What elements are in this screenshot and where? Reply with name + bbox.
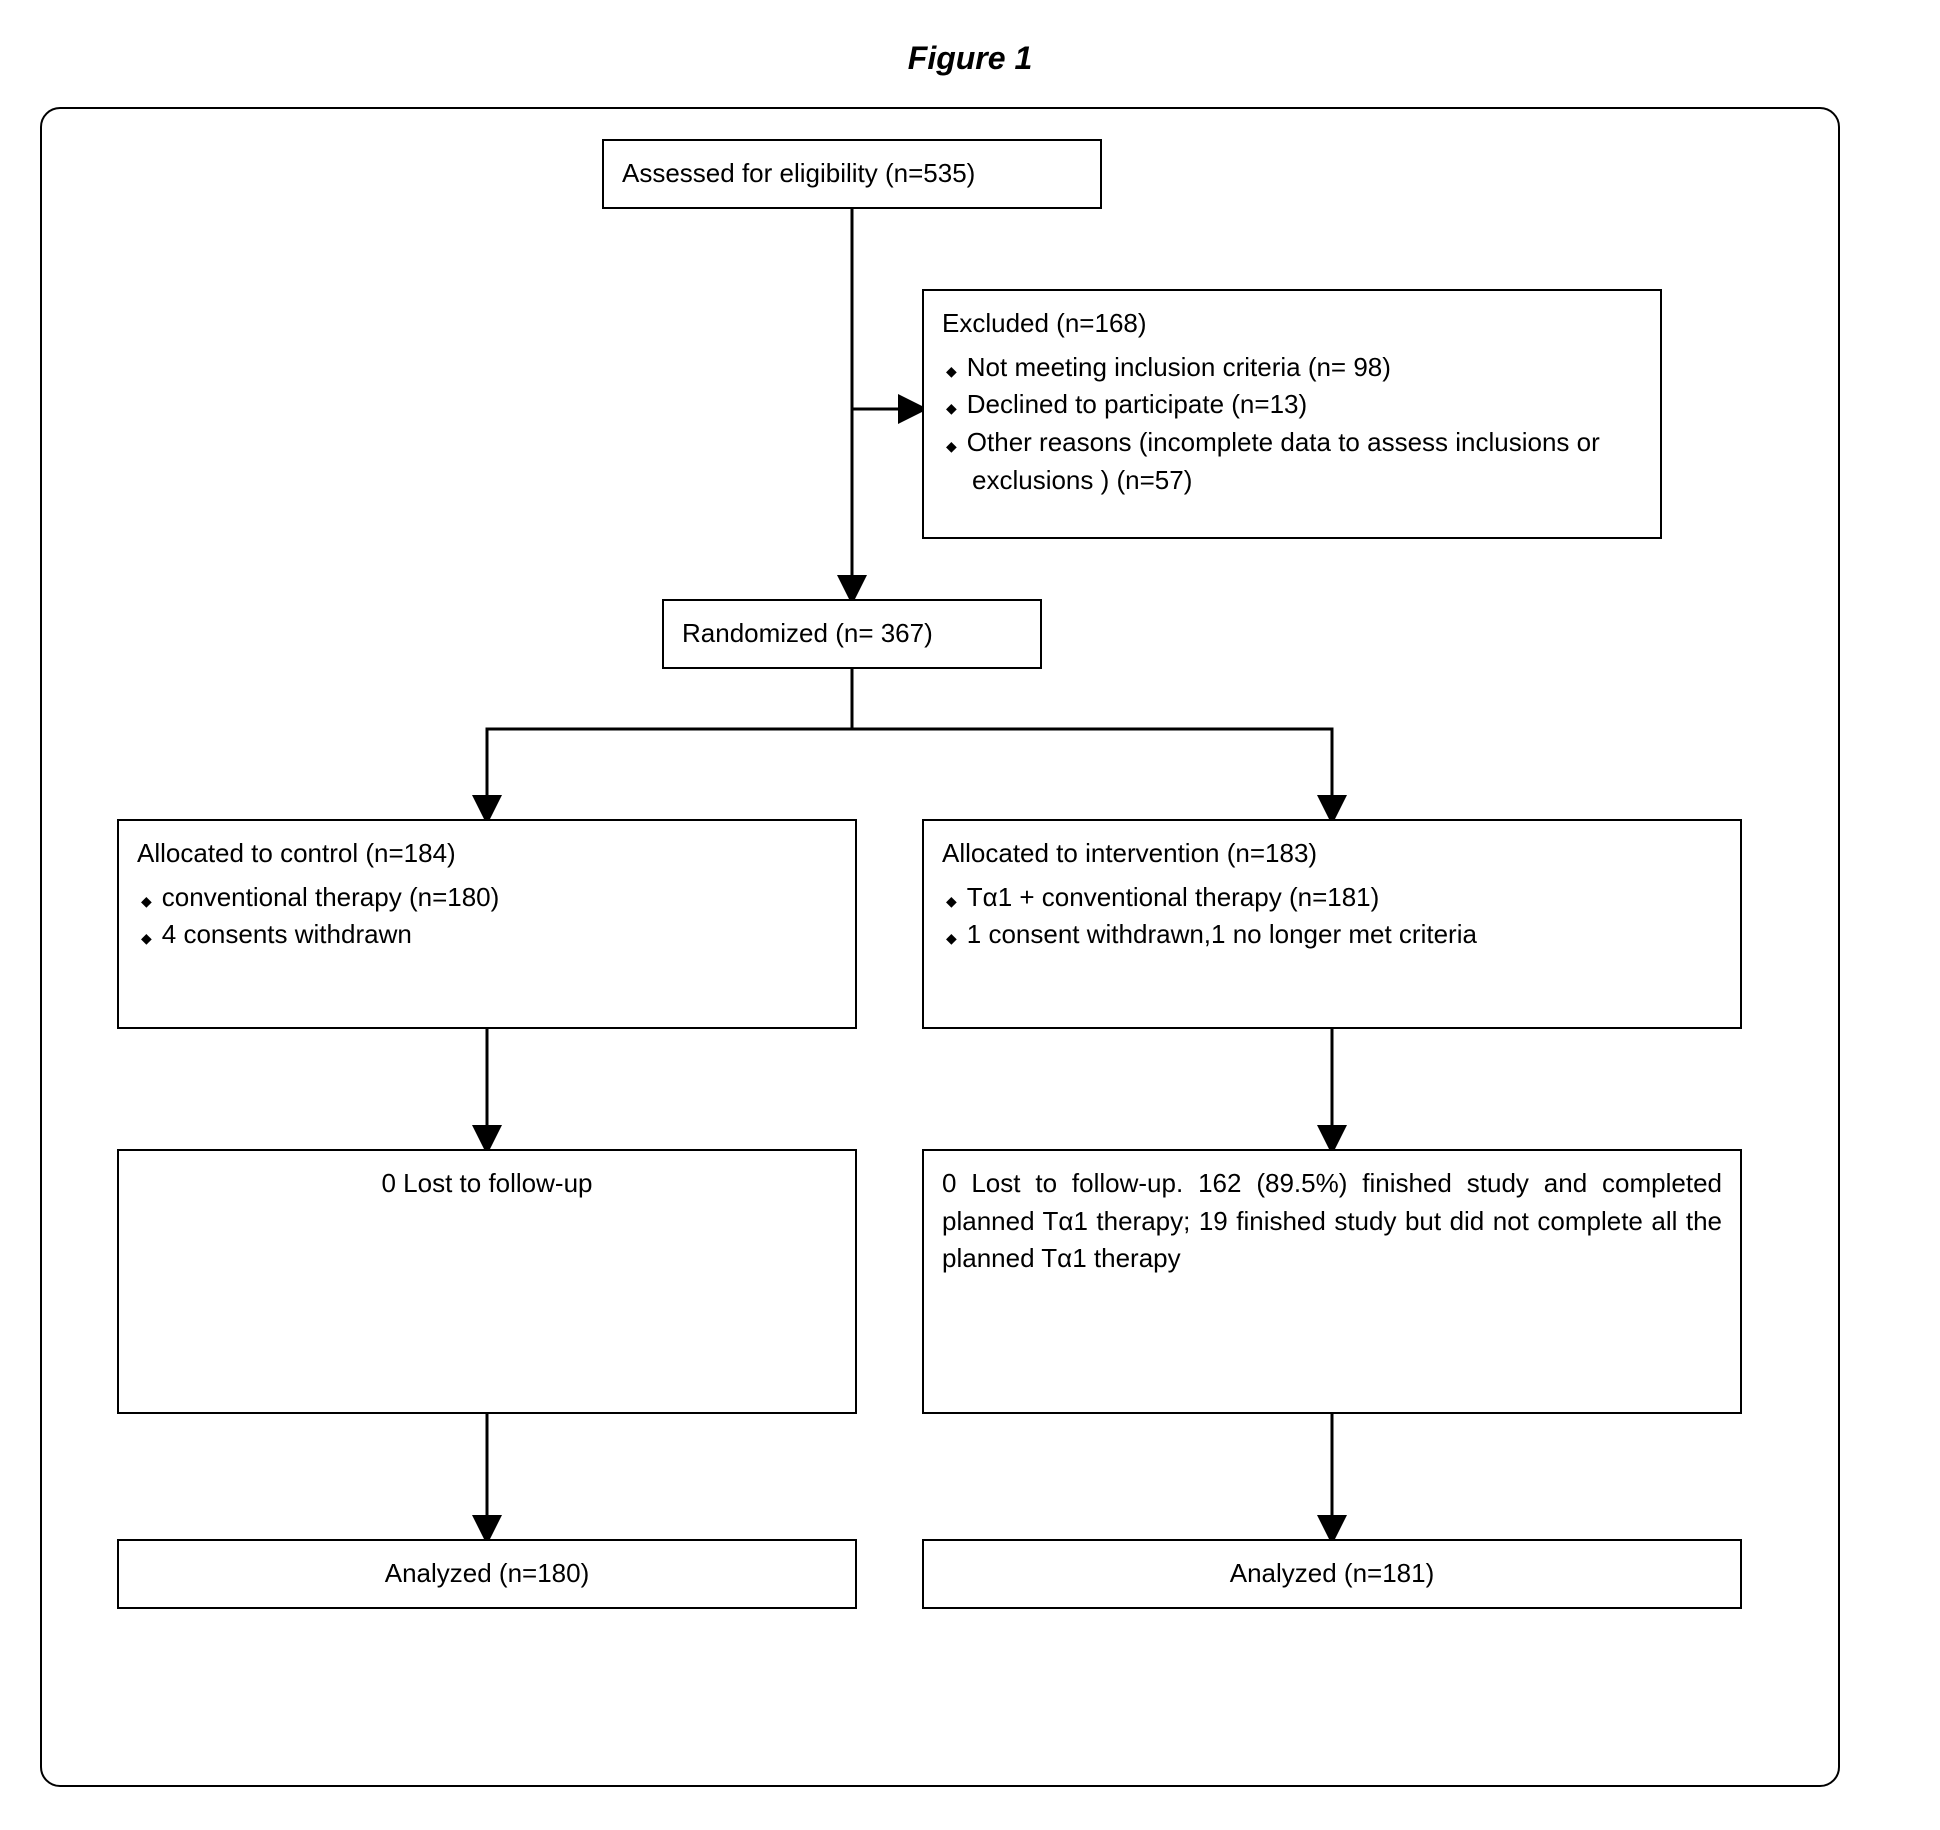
node-allocated-intervention: Allocated to intervention (n=183) Tα1 + …: [922, 819, 1742, 1029]
node-assessed: Assessed for eligibility (n=535): [602, 139, 1102, 209]
node-allocated-intervention-bullets: Tα1 + conventional therapy (n=181) 1 con…: [942, 879, 1722, 954]
node-analyzed-intervention: Analyzed (n=181): [922, 1539, 1742, 1609]
node-excluded-title: Excluded (n=168): [942, 305, 1642, 343]
node-lost-control: 0 Lost to follow-up: [117, 1149, 857, 1414]
list-item: 4 consents withdrawn: [167, 916, 837, 954]
node-allocated-control-title: Allocated to control (n=184): [137, 835, 837, 873]
node-analyzed-control-text: Analyzed (n=180): [385, 1558, 590, 1588]
node-lost-control-text: 0 Lost to follow-up: [137, 1165, 837, 1203]
node-allocated-control-bullets: conventional therapy (n=180) 4 consents …: [137, 879, 837, 954]
node-randomized: Randomized (n= 367): [662, 599, 1042, 669]
node-excluded-bullets: Not meeting inclusion criteria (n= 98) D…: [942, 349, 1642, 500]
figure-title: Figure 1: [40, 40, 1900, 77]
node-allocated-intervention-title: Allocated to intervention (n=183): [942, 835, 1722, 873]
node-analyzed-intervention-text: Analyzed (n=181): [1230, 1558, 1435, 1588]
node-allocated-control: Allocated to control (n=184) conventiona…: [117, 819, 857, 1029]
list-item: Tα1 + conventional therapy (n=181): [972, 879, 1722, 917]
list-item: Declined to participate (n=13): [972, 386, 1642, 424]
node-excluded: Excluded (n=168) Not meeting inclusion c…: [922, 289, 1662, 539]
list-item: Not meeting inclusion criteria (n= 98): [972, 349, 1642, 387]
node-randomized-text: Randomized (n= 367): [682, 618, 933, 648]
node-lost-intervention: 0 Lost to follow-up. 162 (89.5%) finishe…: [922, 1149, 1742, 1414]
node-analyzed-control: Analyzed (n=180): [117, 1539, 857, 1609]
node-lost-intervention-text: 0 Lost to follow-up. 162 (89.5%) finishe…: [942, 1165, 1722, 1278]
list-item: conventional therapy (n=180): [167, 879, 837, 917]
flowchart-frame: Assessed for eligibility (n=535) Exclude…: [40, 107, 1840, 1787]
node-assessed-text: Assessed for eligibility (n=535): [622, 158, 975, 188]
list-item: Other reasons (incomplete data to assess…: [972, 424, 1642, 499]
list-item: 1 consent withdrawn,1 no longer met crit…: [972, 916, 1722, 954]
